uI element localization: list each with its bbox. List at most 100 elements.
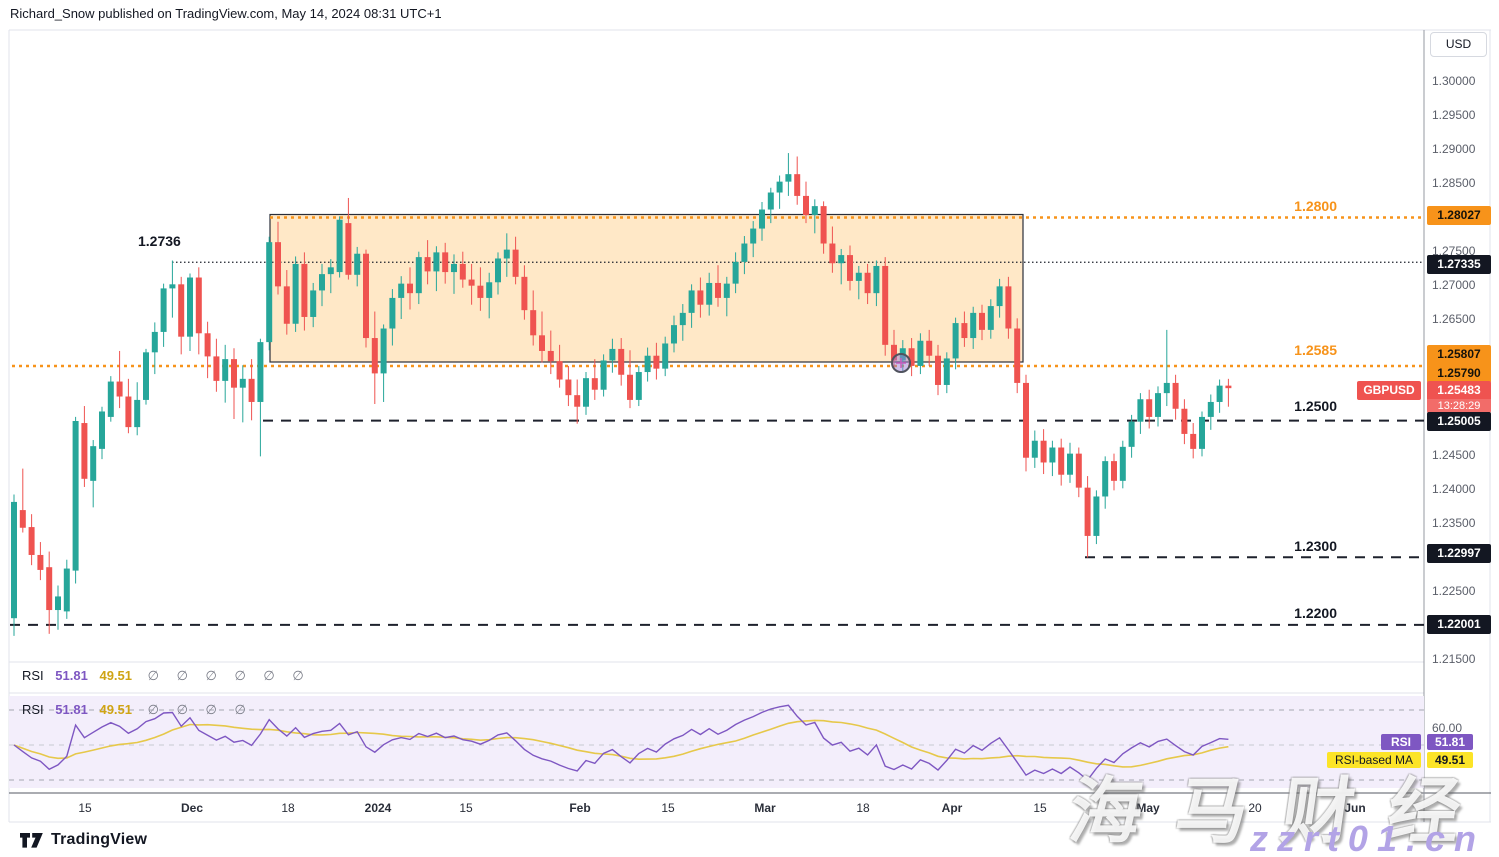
rsi-legend-row-1[interactable]: RSI 51.81 49.51 ∅ ∅ ∅ ∅ ∅ ∅ bbox=[22, 668, 311, 684]
candle-body bbox=[750, 228, 757, 244]
candle-body bbox=[1023, 382, 1029, 458]
candle-body bbox=[662, 343, 669, 369]
time-tick: Feb bbox=[569, 801, 591, 815]
rsi-legend-name: RSI bbox=[22, 668, 44, 683]
candle-body bbox=[301, 263, 308, 317]
price-badge-125005: 1.25005 bbox=[1427, 412, 1491, 431]
candle-body bbox=[917, 340, 924, 366]
candle-body bbox=[81, 423, 88, 479]
time-tick: Apr bbox=[941, 801, 963, 815]
price-tick: 1.24500 bbox=[1432, 448, 1476, 462]
candle-body bbox=[891, 344, 897, 361]
time-tick: Dec bbox=[180, 801, 204, 815]
bar-countdown: 13:28:29 bbox=[1427, 399, 1491, 413]
candle-body bbox=[785, 174, 792, 182]
candle-body bbox=[398, 283, 405, 298]
candle-body bbox=[1075, 453, 1082, 488]
price-badge-128027: 1.28027 bbox=[1427, 206, 1491, 225]
time-tick: May bbox=[1136, 801, 1160, 815]
candle-body bbox=[1111, 461, 1117, 481]
candle-body bbox=[583, 378, 589, 407]
candle-body bbox=[143, 352, 149, 400]
candle-body bbox=[776, 181, 783, 193]
rsi-legend-value: 51.81 bbox=[55, 702, 88, 717]
last-price-badge: 1.25483 bbox=[1427, 381, 1491, 399]
candle-body bbox=[424, 257, 431, 272]
candle-body bbox=[1172, 382, 1179, 409]
price-tick: 1.28500 bbox=[1432, 176, 1476, 190]
price-badge-122001: 1.22001 bbox=[1427, 615, 1491, 634]
candle-body bbox=[433, 252, 440, 272]
candle-body bbox=[257, 342, 264, 402]
candle-body bbox=[495, 258, 501, 283]
candle-body bbox=[653, 355, 660, 369]
candle-body bbox=[600, 360, 607, 390]
candle-body bbox=[627, 374, 633, 400]
candle-body bbox=[864, 272, 871, 294]
rsi-value-badge: 51.81 bbox=[1427, 734, 1473, 750]
candle-body bbox=[292, 263, 299, 324]
price-badge-122997: 1.22997 bbox=[1427, 544, 1491, 563]
site-watermark: zzrt01.cn bbox=[1249, 818, 1485, 857]
candle-body bbox=[363, 253, 369, 339]
candle-body bbox=[151, 331, 158, 353]
candle-body bbox=[187, 277, 193, 337]
rsi-legend-placeholders: ∅ ∅ ∅ ∅ ∅ ∅ bbox=[147, 668, 311, 683]
candle-body bbox=[618, 348, 625, 375]
candle-body bbox=[204, 333, 211, 357]
candle-body bbox=[389, 297, 396, 329]
candle-body bbox=[486, 282, 493, 298]
candle-body bbox=[811, 206, 818, 215]
price-tick: 1.30000 bbox=[1432, 74, 1476, 88]
level-label-12585: 1.2585 bbox=[1294, 342, 1337, 358]
candle-body bbox=[90, 446, 97, 481]
candle-body bbox=[1067, 453, 1073, 475]
candle-body bbox=[882, 265, 889, 345]
candle-body bbox=[266, 242, 273, 343]
candle-body bbox=[908, 348, 915, 366]
candle-body bbox=[926, 340, 933, 356]
candle-body bbox=[178, 284, 185, 337]
level-label-12500: 1.2500 bbox=[1294, 398, 1337, 414]
candle-body bbox=[847, 255, 853, 281]
candle-body bbox=[354, 253, 361, 275]
candle-body bbox=[371, 338, 378, 374]
candle-body bbox=[521, 276, 528, 311]
candle-body bbox=[1181, 408, 1188, 434]
candle-body bbox=[116, 381, 123, 397]
candle-body bbox=[556, 361, 563, 380]
price-tick: 1.23500 bbox=[1432, 516, 1476, 530]
currency-usd-button[interactable]: USD bbox=[1430, 32, 1487, 57]
candle-body bbox=[688, 290, 695, 313]
rsi-tick-60: 60.00 bbox=[1432, 721, 1463, 735]
candle-body bbox=[1084, 487, 1091, 536]
candle-body bbox=[503, 249, 510, 259]
candle-body bbox=[477, 285, 484, 298]
rsi-legend-row-2[interactable]: RSI 51.81 49.51 ∅ ∅ ∅ ∅ bbox=[22, 702, 253, 718]
candle-body bbox=[1049, 447, 1056, 463]
candle-body bbox=[231, 359, 237, 388]
price-tick: 1.29000 bbox=[1432, 142, 1476, 156]
candle-body bbox=[1058, 447, 1065, 475]
time-tick: 2024 bbox=[364, 801, 392, 815]
range-box[interactable] bbox=[269, 213, 1024, 363]
candle-body bbox=[169, 284, 176, 289]
rsi-legend-value: 51.81 bbox=[55, 668, 88, 683]
candle-body bbox=[820, 206, 827, 244]
candle-body bbox=[1014, 328, 1021, 383]
candle-body bbox=[547, 350, 554, 362]
candle-body bbox=[987, 306, 994, 330]
level-label-12736: 1.2736 bbox=[138, 233, 181, 249]
candle-body bbox=[134, 399, 141, 428]
candle-body bbox=[829, 243, 836, 264]
candle-body bbox=[697, 290, 704, 305]
rsi-line bbox=[13, 704, 1229, 782]
candle-body bbox=[803, 195, 809, 215]
candle-body bbox=[195, 277, 202, 334]
candle-body bbox=[1128, 421, 1135, 447]
candle-body bbox=[1225, 385, 1232, 389]
tradingview-logo[interactable]: TradingView bbox=[20, 831, 147, 849]
candle-body bbox=[345, 223, 352, 275]
time-tick: 15 bbox=[459, 801, 473, 815]
